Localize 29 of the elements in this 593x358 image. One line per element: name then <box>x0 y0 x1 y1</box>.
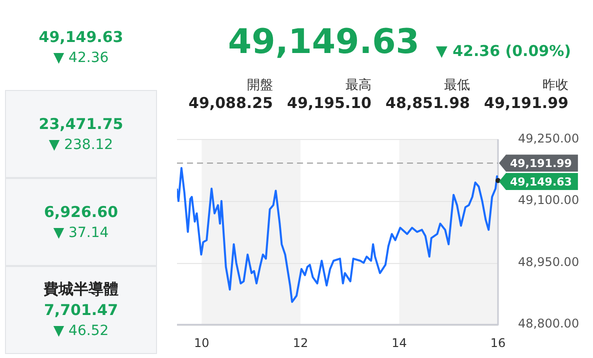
x-tick-label: 10 <box>194 336 210 350</box>
text: 7,701.47 <box>44 300 118 321</box>
text: ▼ 37.14 <box>53 224 109 242</box>
text: 49,088.25 <box>188 94 273 112</box>
text: 最低 <box>443 77 470 94</box>
text: 48,851.98 <box>384 94 470 112</box>
chart-subtitle: ▼ 42.36 (0.09%) <box>436 42 571 60</box>
text: ▼ 46.52 <box>53 322 109 341</box>
annotation: 49,149.63 <box>510 175 572 188</box>
text: 49,149.63 <box>228 22 420 62</box>
text: 開盤 <box>246 77 273 94</box>
text: 49,149.63 <box>38 28 124 46</box>
text: 23,471.75 <box>38 114 124 134</box>
x-tick-label: 14 <box>392 336 407 350</box>
text: 昨收 <box>542 77 568 94</box>
y-tick-label: 49,100.00 <box>518 193 580 208</box>
text: ▼ 238.12 <box>48 136 114 154</box>
text: 費城半導體 <box>44 279 118 300</box>
text: ▼ 42.36 <box>53 48 109 68</box>
y-tick-label: 48,950.00 <box>518 254 580 269</box>
y-tick-label: 49,250.00 <box>518 131 580 146</box>
text: 6,926.60 <box>44 202 118 222</box>
text: 49,191.99 <box>483 94 568 112</box>
text: 49,195.10 <box>286 94 372 112</box>
y-tick-label: 48,800.00 <box>518 316 580 331</box>
x-tick-label: 16 <box>490 336 506 350</box>
x-tick-label: 12 <box>292 336 308 350</box>
text: 最高 <box>344 77 372 94</box>
ref-line-label: 49,191.99 <box>510 156 572 170</box>
